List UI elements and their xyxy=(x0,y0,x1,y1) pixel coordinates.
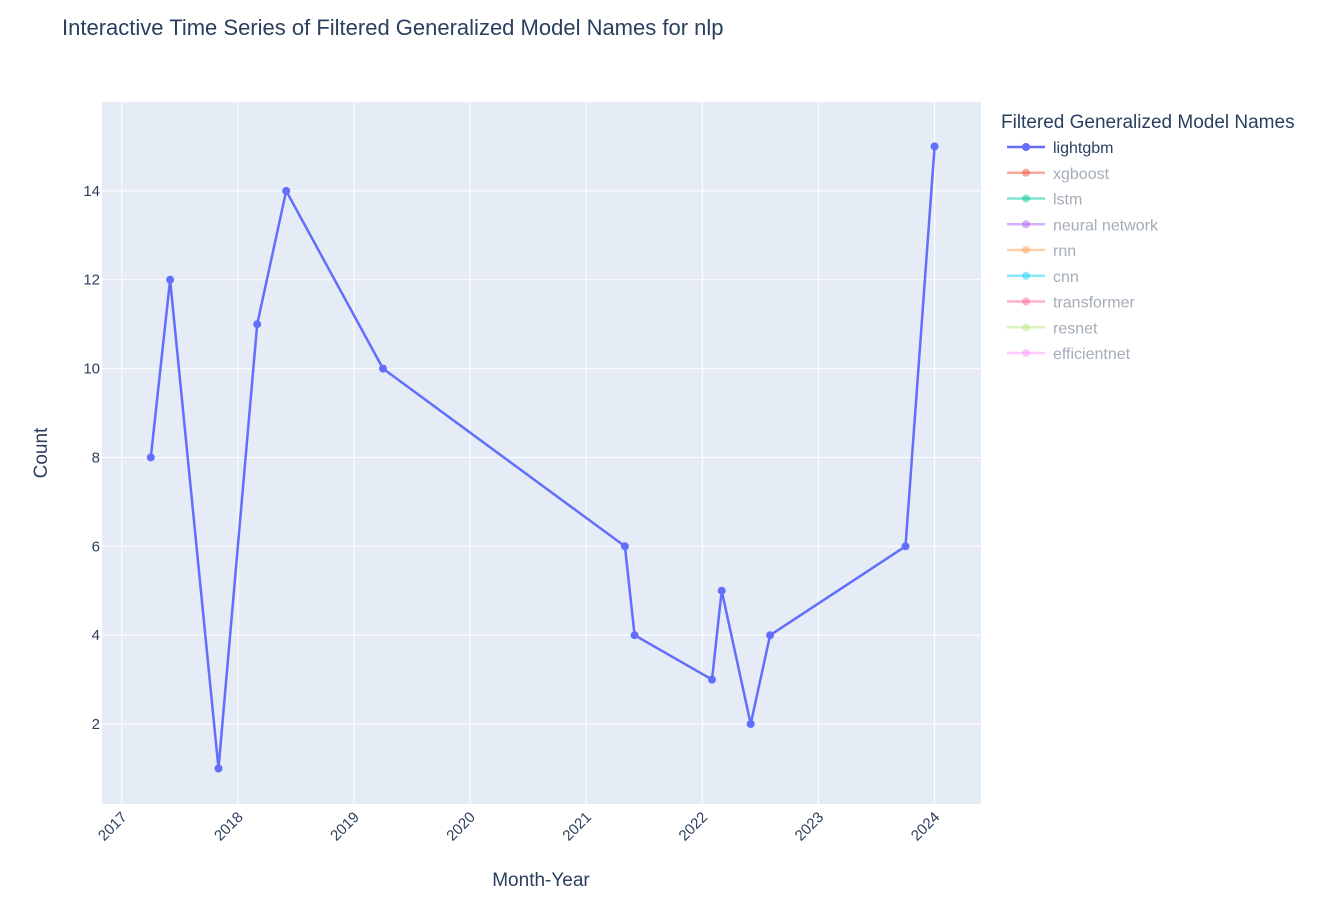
legend-label: lstm xyxy=(1053,192,1082,209)
data-point[interactable] xyxy=(717,586,726,595)
legend-marker-swatch xyxy=(1022,323,1030,332)
y-tick-label: 14 xyxy=(83,183,100,200)
series-line-lightgbm xyxy=(149,146,936,770)
legend-item-lightgbm[interactable]: lightgbm xyxy=(1007,140,1113,157)
chart-title: Interactive Time Series of Filtered Gene… xyxy=(62,15,724,40)
legend-item-neural-network[interactable]: neural network xyxy=(1007,217,1159,234)
legend-title: Filtered Generalized Model Names xyxy=(1001,112,1295,133)
legend-marker-swatch xyxy=(1022,194,1030,203)
legend-label: neural network xyxy=(1053,217,1159,234)
legend-item-transformer[interactable]: transformer xyxy=(1007,295,1135,312)
x-axis: 2017 2018 2019 2020 2021 2022 2023 2024 xyxy=(95,809,943,845)
data-point[interactable] xyxy=(214,764,223,773)
y-axis: 2 4 6 8 10 12 14 xyxy=(83,183,100,733)
data-point[interactable] xyxy=(746,720,755,728)
x-tick-label: 2021 xyxy=(559,809,595,845)
legend-marker-swatch xyxy=(1022,271,1030,280)
y-tick-label: 12 xyxy=(83,272,100,289)
legend-marker-swatch xyxy=(1022,297,1030,306)
legend-label: transformer xyxy=(1053,295,1135,312)
series-layer xyxy=(146,142,939,773)
legend-marker-swatch xyxy=(1022,349,1030,357)
data-point[interactable] xyxy=(282,186,291,195)
x-tick-label: 2019 xyxy=(327,809,363,845)
data-point[interactable] xyxy=(901,542,910,551)
data-point[interactable] xyxy=(766,631,775,640)
legend-item-xgboost[interactable]: xgboost xyxy=(1007,166,1110,183)
legend-label: resnet xyxy=(1053,320,1098,337)
y-tick-label: 4 xyxy=(92,627,100,644)
legend-item-cnn[interactable]: cnn xyxy=(1007,269,1079,286)
legend: Filtered Generalized Model Names lightgb… xyxy=(1001,112,1295,363)
x-tick-label: 2022 xyxy=(676,809,712,845)
data-point[interactable] xyxy=(253,320,262,329)
x-axis-title: Month-Year xyxy=(492,870,590,891)
x-tick-label: 2024 xyxy=(908,809,944,845)
y-tick-label: 2 xyxy=(92,716,100,733)
legend-item-resnet[interactable]: resnet xyxy=(1007,320,1098,337)
legend-label: lightgbm xyxy=(1053,140,1113,157)
y-tick-label: 8 xyxy=(92,449,100,466)
data-point[interactable] xyxy=(620,542,629,551)
legend-label: xgboost xyxy=(1053,166,1110,183)
x-tick-label: 2023 xyxy=(792,809,828,845)
data-point[interactable] xyxy=(708,675,716,684)
y-axis-title: Count xyxy=(31,427,52,478)
legend-marker-swatch xyxy=(1022,246,1030,254)
data-point[interactable] xyxy=(379,364,387,373)
legend-label: cnn xyxy=(1053,269,1079,286)
legend-marker-swatch xyxy=(1022,168,1030,177)
legend-item-efficientnet[interactable]: efficientnet xyxy=(1007,346,1131,363)
y-tick-label: 10 xyxy=(83,361,100,378)
data-point[interactable] xyxy=(630,631,639,640)
legend-marker-swatch xyxy=(1022,143,1030,151)
legend-item-rnn[interactable]: rnn xyxy=(1007,243,1076,260)
legend-label: rnn xyxy=(1053,243,1076,260)
x-tick-label: 2018 xyxy=(211,809,247,845)
legend-marker-swatch xyxy=(1022,220,1030,229)
legend-items: lightgbm xgboost lstm neural network rnn cnn t… xyxy=(1007,140,1159,363)
data-point[interactable] xyxy=(166,275,175,284)
grid-layer xyxy=(102,102,981,804)
legend-item-lstm[interactable]: lstm xyxy=(1007,192,1082,209)
legend-label: efficientnet xyxy=(1053,346,1131,363)
y-tick-label: 6 xyxy=(92,538,100,555)
data-point[interactable] xyxy=(930,142,939,151)
x-tick-label: 2017 xyxy=(95,809,131,845)
data-point[interactable] xyxy=(146,453,155,462)
plot-area-background xyxy=(102,102,981,804)
x-tick-label: 2020 xyxy=(443,809,479,845)
